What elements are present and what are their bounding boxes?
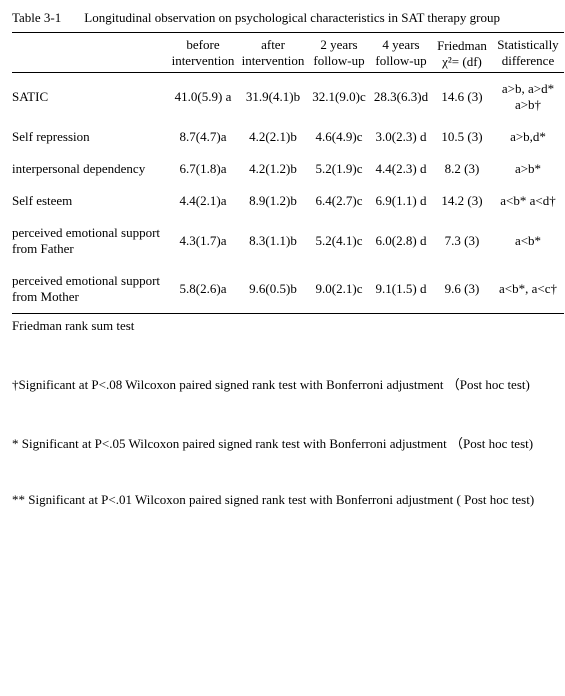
cell-before: 4.3(1.7)a (168, 217, 238, 265)
cell-before: 8.7(4.7)a (168, 121, 238, 153)
cell-after: 4.2(2.1)b (238, 121, 308, 153)
page: Table 3-1 Longitudinal observation on ps… (0, 0, 565, 528)
table-row: interpersonal dependency 6.7(1.8)a 4.2(1… (12, 153, 564, 185)
table-footnote: Friedman rank sum test (12, 318, 553, 334)
row-label: Self repression (12, 121, 168, 153)
cell-2y: 9.0(2.1)c (308, 265, 370, 314)
col-diff: Statistically difference (492, 33, 564, 73)
cell-before: 6.7(1.8)a (168, 153, 238, 185)
cell-2y: 5.2(1.9)c (308, 153, 370, 185)
table-row: Self esteem 4.4(2.1)a 8.9(1.2)b 6.4(2.7)… (12, 185, 564, 217)
col-rowhead (12, 33, 168, 73)
row-label: Self esteem (12, 185, 168, 217)
col-2y: 2 years follow-up (308, 33, 370, 73)
row-label: perceived emotional support from Father (12, 217, 168, 265)
cell-4y: 3.0(2.3) d (370, 121, 432, 153)
cell-after: 8.3(1.1)b (238, 217, 308, 265)
cell-before: 5.8(2.6)a (168, 265, 238, 314)
table-row: perceived emotional support from Father … (12, 217, 564, 265)
cell-friedman: 10.5 (3) (432, 121, 492, 153)
table-row: perceived emotional support from Mother … (12, 265, 564, 314)
cell-friedman: 7.3 (3) (432, 217, 492, 265)
cell-4y: 6.9(1.1) d (370, 185, 432, 217)
data-table: before intervention after intervention 2… (12, 32, 564, 314)
cell-friedman: 9.6 (3) (432, 265, 492, 314)
title-row: Table 3-1 Longitudinal observation on ps… (12, 10, 553, 26)
cell-friedman: 14.6 (3) (432, 73, 492, 122)
cell-2y: 32.1(9.0)c (308, 73, 370, 122)
cell-4y: 28.3(6.3)d (370, 73, 432, 122)
header-row: before intervention after intervention 2… (12, 33, 564, 73)
table-body: SATIC 41.0(5.9) a 31.9(4.1)b 32.1(9.0)c … (12, 73, 564, 314)
table-label: Table 3-1 (12, 10, 71, 26)
table-row: Self repression 8.7(4.7)a 4.2(2.1)b 4.6(… (12, 121, 564, 153)
cell-before: 4.4(2.1)a (168, 185, 238, 217)
cell-after: 4.2(1.2)b (238, 153, 308, 185)
cell-2y: 5.2(4.1)c (308, 217, 370, 265)
cell-friedman: 8.2 (3) (432, 153, 492, 185)
cell-friedman: 14.2 (3) (432, 185, 492, 217)
cell-diff: a>b, a>d* a>b† (492, 73, 564, 122)
col-after: after intervention (238, 33, 308, 73)
table-title: Longitudinal observation on psychologica… (71, 10, 553, 26)
col-4y: 4 years follow-up (370, 33, 432, 73)
cell-diff: a>b* (492, 153, 564, 185)
cell-4y: 9.1(1.5) d (370, 265, 432, 314)
cell-diff: a<b* (492, 217, 564, 265)
cell-before: 41.0(5.9) a (168, 73, 238, 122)
cell-diff: a<b*, a<c† (492, 265, 564, 314)
row-label: SATIC (12, 73, 168, 122)
row-label: perceived emotional support from Mother (12, 265, 168, 314)
table-row: SATIC 41.0(5.9) a 31.9(4.1)b 32.1(9.0)c … (12, 73, 564, 122)
col-before: before intervention (168, 33, 238, 73)
significance-note: †Significant at P<.08 Wilcoxon paired si… (12, 374, 553, 393)
cell-diff: a<b* a<d† (492, 185, 564, 217)
cell-2y: 4.6(4.9)c (308, 121, 370, 153)
cell-after: 31.9(4.1)b (238, 73, 308, 122)
cell-after: 9.6(0.5)b (238, 265, 308, 314)
col-friedman: Friedman χ²= (df) (432, 33, 492, 73)
cell-4y: 4.4(2.3) d (370, 153, 432, 185)
row-label: interpersonal dependency (12, 153, 168, 185)
significance-note: ** Significant at P<.01 Wilcoxon paired … (12, 492, 553, 508)
cell-diff: a>b,d* (492, 121, 564, 153)
cell-2y: 6.4(2.7)c (308, 185, 370, 217)
cell-4y: 6.0(2.8) d (370, 217, 432, 265)
significance-note: * Significant at P<.05 Wilcoxon paired s… (12, 433, 553, 452)
cell-after: 8.9(1.2)b (238, 185, 308, 217)
